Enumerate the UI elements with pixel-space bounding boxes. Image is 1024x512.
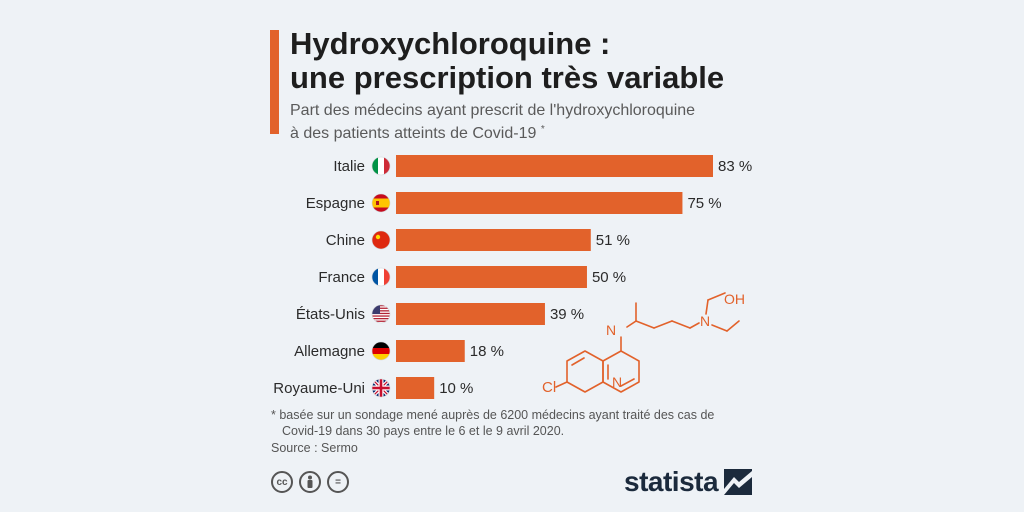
usa-flag-icon [371,304,391,324]
footnote: * basée sur un sondage mené auprès de 62… [271,407,791,439]
bar [396,229,591,251]
footnote-line-2: Covid-19 dans 30 pays entre le 6 et le 9… [282,424,565,438]
molecule-label-n-tertiary: N [700,313,710,329]
chart-title: Hydroxychloroquine : une prescription tr… [290,27,790,95]
bar [396,303,545,325]
statista-logo-icon [724,469,753,495]
category-label: États-Unis [296,306,365,323]
category-label: Italie [333,158,365,175]
value-label: 75 % [687,195,721,212]
value-label: 50 % [592,269,626,286]
title-line-2: une prescription très variable [290,60,725,95]
chart-subtitle: Part des médecins ayant prescrit de l'hy… [290,101,790,143]
value-label: 18 % [470,343,504,360]
footnote-marker: * [540,124,545,135]
subtitle-line-1: Part des médecins ayant prescrit de l'hy… [290,102,696,119]
subtitle-line-2-text: à des patients atteints de Covid-19 [290,125,537,142]
source-note: Source : Sermo [271,441,358,455]
license-icons: cc = [271,471,349,493]
creative-commons-icon[interactable]: cc [271,471,293,493]
category-label: Royaume-Uni [273,380,365,397]
molecule-label-n-ring: N [612,374,622,390]
attribution-icon[interactable] [299,471,321,493]
molecule-label-nh: N [606,322,616,338]
statista-logo[interactable]: statista [624,466,753,498]
title-line-1: Hydroxychloroquine : [290,26,611,61]
subtitle-line-2: à des patients atteints de Covid-19 * [290,120,790,143]
category-label: Allemagne [294,343,365,360]
hydroxychloroquine-structure-icon: OH N N N Cl [542,291,745,396]
bar [396,155,713,177]
molecule-label-oh: OH [724,291,745,307]
value-label: 51 % [596,232,630,249]
bar [396,340,465,362]
value-label: 10 % [439,380,473,397]
uk-flag-icon [371,378,391,398]
spain-flag-icon [371,193,391,213]
value-label: 83 % [718,158,752,175]
france-flag-icon [371,267,391,287]
china-flag-icon [371,230,391,250]
bar [396,192,683,214]
value-label: 39 % [550,306,584,323]
bar [396,266,587,288]
germany-flag-icon [371,341,391,361]
brand-name: statista [624,466,719,497]
molecule-label-cl: Cl [542,379,556,396]
footnote-line-1: * basée sur un sondage mené auprès de 62… [271,408,715,422]
italy-flag-icon [371,156,391,176]
title-accent-bar [270,30,279,134]
no-derivatives-icon[interactable]: = [327,471,349,493]
bar [396,377,435,399]
category-label: Espagne [306,195,365,212]
category-label: Chine [326,232,365,249]
category-label: France [318,269,365,286]
